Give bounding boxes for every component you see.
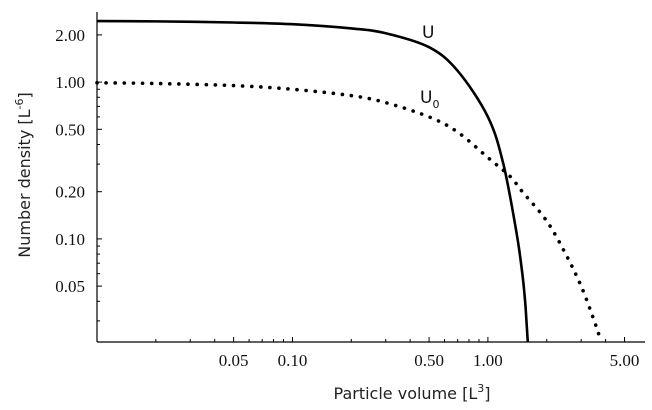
- axes: [96, 12, 645, 343]
- y-tick-label: 0.05: [55, 277, 85, 296]
- x-tick-label: 1.00: [473, 351, 503, 370]
- y-tick-label: 0.20: [55, 183, 85, 202]
- y-tick-label: 2.00: [55, 26, 85, 45]
- x-ticks: 0.05 0.10 0.50 1.00 5.00: [155, 337, 640, 370]
- x-tick-label: 0.10: [278, 351, 308, 370]
- series-label: U: [422, 23, 434, 43]
- y-tick-label: 0.10: [55, 230, 85, 249]
- series-labels: U U0: [420, 23, 439, 111]
- x-tick-label: 5.00: [610, 351, 640, 370]
- y-tick-label: 1.00: [55, 73, 85, 92]
- series-layer: [95, 19, 604, 344]
- x-tick-label: 0.50: [414, 351, 444, 370]
- x-tick-label: 0.05: [219, 351, 249, 370]
- x-axis-label: Particle volume [L3]: [334, 382, 491, 403]
- y-ticks: 0.05 0.10 0.20 0.50 1.00 2.00: [55, 26, 102, 322]
- series-label: U0: [420, 88, 439, 111]
- series-line-U: [96, 19, 530, 343]
- y-tick-label: 0.50: [55, 120, 85, 139]
- y-axis-label: Number density [L-6]: [13, 92, 34, 257]
